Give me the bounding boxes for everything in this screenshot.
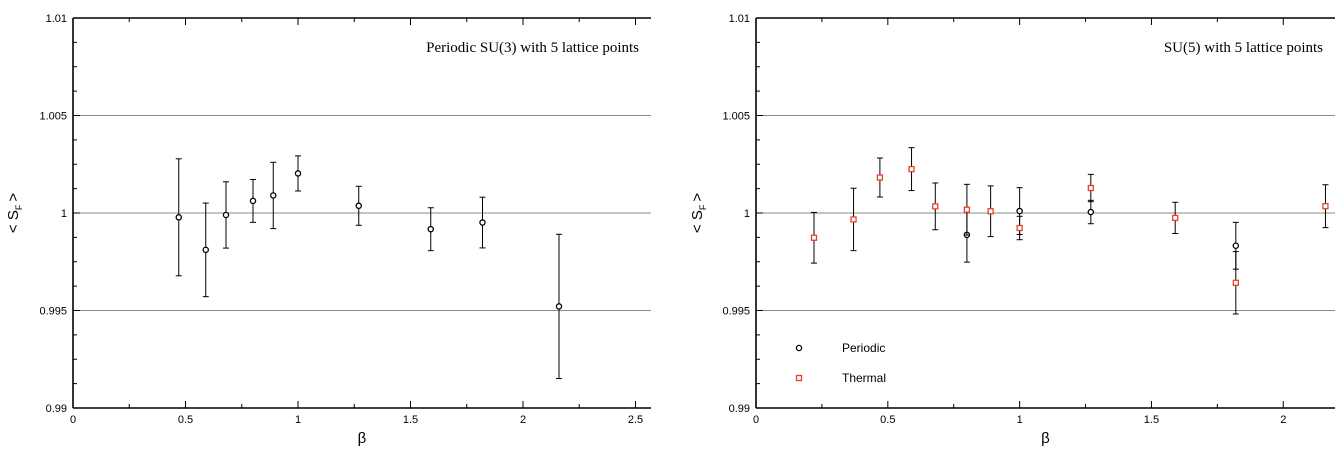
point-marker-circle xyxy=(427,225,434,233)
x-tick-label: 1.5 xyxy=(1144,414,1159,426)
data-point-thermal xyxy=(1322,184,1329,229)
y-tick-label: 0.99 xyxy=(46,403,67,415)
x-axis-label: β xyxy=(1041,430,1050,447)
y-axis-label-sub: F xyxy=(698,204,708,210)
point-marker-square xyxy=(908,165,915,173)
point-marker-square xyxy=(810,234,818,241)
data-point-series xyxy=(175,158,182,277)
x-tick-label: 1.5 xyxy=(403,414,418,426)
y-tick-label: 0.99 xyxy=(729,403,750,415)
point-marker-circle xyxy=(1087,208,1095,216)
data-point-thermal xyxy=(1172,201,1179,234)
point-marker-square xyxy=(1322,203,1329,210)
x-tick-label: 0.5 xyxy=(880,414,895,426)
x-tick-label: 1 xyxy=(1017,414,1023,426)
data-point-thermal xyxy=(876,157,884,198)
y-tick-label: 0.995 xyxy=(39,306,67,318)
data-point-series xyxy=(427,207,434,252)
x-tick-label: 1 xyxy=(295,414,301,426)
legend-item-thermal: Thermal xyxy=(795,371,886,385)
chart-title: Periodic SU(3) with 5 lattice points xyxy=(426,40,639,56)
data-point-periodic xyxy=(1087,199,1095,225)
y-axis-label-suffix: > xyxy=(689,193,706,202)
x-tick-label: 2 xyxy=(1280,414,1286,426)
point-marker-circle xyxy=(294,170,302,177)
data-point-thermal xyxy=(932,182,939,231)
data-point-series xyxy=(294,155,302,192)
point-marker-square xyxy=(932,203,939,210)
x-tick-label: 0 xyxy=(70,414,76,426)
data-point-series xyxy=(355,185,362,226)
point-marker-circle xyxy=(1232,242,1240,250)
data-point-series xyxy=(479,196,486,249)
point-marker-square xyxy=(850,216,857,223)
y-axis-label: < SF > xyxy=(689,193,708,233)
legend-marker-square xyxy=(795,374,803,382)
point-marker-square xyxy=(963,206,971,213)
data-point-series xyxy=(555,233,563,380)
point-marker-circle xyxy=(355,202,362,210)
chart-su5: 0 0.5 1 1.5 2 0.99 0.995 1 1.005 1.01 β < SF > SU(5) … xyxy=(689,13,1335,447)
data-point-thermal xyxy=(963,183,971,236)
data-point-thermal xyxy=(810,211,818,264)
x-tick-label: 0 xyxy=(753,414,759,426)
point-marker-square xyxy=(1087,184,1094,192)
y-tick-label: 1 xyxy=(744,208,750,220)
data-point-series xyxy=(202,202,209,298)
y-tick-label: 1.005 xyxy=(39,111,67,123)
data-point-thermal xyxy=(1232,251,1239,315)
data-point-series xyxy=(269,161,277,230)
legend-label: Thermal xyxy=(842,371,886,385)
legend-label: Periodic xyxy=(842,341,885,355)
y-tick-label: 1.01 xyxy=(729,13,750,25)
point-marker-circle xyxy=(249,197,257,205)
y-axis-label-main: < S xyxy=(5,210,22,233)
y-tick-label: 1.01 xyxy=(46,13,67,25)
y-tick-label: 1 xyxy=(61,208,67,220)
data-point-thermal xyxy=(1016,215,1023,241)
y-axis-label-sub: F xyxy=(14,204,24,210)
point-marker-circle xyxy=(222,211,230,219)
legend-marker-circle xyxy=(795,344,803,352)
x-axis-label: β xyxy=(358,430,367,447)
y-tick-label: 1.005 xyxy=(722,111,750,123)
x-tick-label: 2.5 xyxy=(628,414,643,426)
chart-periodic-su3: 0 0.5 1 1.5 2 2.5 0.99 0.995 1 1.005 1.01 β < SF > Per… xyxy=(5,13,651,447)
point-marker-square xyxy=(1016,224,1023,232)
point-marker-circle xyxy=(175,214,182,221)
point-marker-circle xyxy=(555,303,563,310)
point-marker-square xyxy=(1172,214,1179,222)
point-marker-square xyxy=(876,174,884,181)
point-marker-circle xyxy=(479,219,486,226)
chart-title: SU(5) with 5 lattice points xyxy=(1164,40,1323,56)
point-marker-square xyxy=(1232,279,1239,286)
y-axis-label-suffix: > xyxy=(5,193,22,202)
point-marker-square xyxy=(987,208,994,215)
data-point-series xyxy=(222,181,230,249)
data-point-thermal xyxy=(1087,173,1094,203)
x-tick-label: 0.5 xyxy=(178,414,193,426)
y-tick-label: 0.995 xyxy=(722,306,750,318)
point-marker-circle xyxy=(202,246,209,254)
point-marker-circle xyxy=(269,192,277,199)
x-tick-label: 2 xyxy=(520,414,526,426)
y-axis-label-main: < S xyxy=(689,210,706,233)
data-point-thermal xyxy=(908,147,915,192)
point-marker-circle xyxy=(1016,207,1023,215)
data-point-thermal xyxy=(987,185,994,238)
y-axis-label: < SF > xyxy=(5,193,24,233)
data-point-series xyxy=(249,178,257,223)
legend-item-periodic: Periodic xyxy=(795,341,885,355)
data-point-thermal xyxy=(850,187,857,252)
